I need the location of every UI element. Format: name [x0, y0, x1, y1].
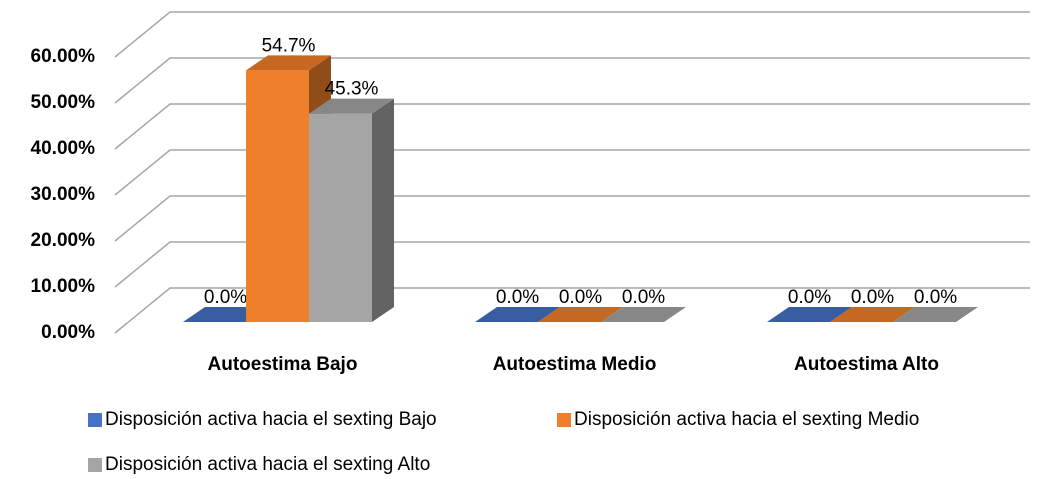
grid-line	[114, 103, 1030, 150]
bar	[309, 98, 394, 323]
value-label: 54.7%	[262, 35, 316, 56]
y-tick-label: 40.00%	[31, 138, 96, 159]
y-tick-label: 60.00%	[31, 46, 96, 67]
value-label: 0.0%	[559, 287, 602, 308]
bar-top	[309, 98, 394, 114]
bar-side	[372, 98, 394, 323]
bar-top	[246, 55, 331, 71]
legend-swatch	[557, 413, 571, 427]
y-tick-label: 10.00%	[31, 276, 96, 297]
bar	[830, 307, 915, 322]
grid-line	[114, 195, 1030, 242]
value-label: 0.0%	[851, 287, 894, 308]
bar	[475, 307, 560, 322]
legend-label: Disposición activa hacia el sexting Medi…	[574, 409, 919, 430]
value-label: 0.0%	[496, 287, 539, 308]
value-label: 0.0%	[788, 287, 831, 308]
value-label: 0.0%	[914, 287, 957, 308]
x-tick-label: Autoestima Alto	[794, 354, 939, 375]
bar-front	[246, 70, 309, 322]
legend-swatch	[88, 458, 102, 472]
bar-top	[830, 307, 915, 322]
bar	[893, 307, 978, 322]
y-tick-label: 50.00%	[31, 92, 96, 113]
y-tick-label: 30.00%	[31, 184, 96, 205]
bar-top	[475, 307, 560, 322]
value-label: 0.0%	[204, 287, 247, 308]
legend-swatch	[88, 413, 102, 427]
grid-line	[114, 241, 1030, 288]
bar-top	[538, 307, 623, 322]
y-tick-label: 20.00%	[31, 230, 96, 251]
bar	[767, 307, 852, 322]
grid-line	[114, 149, 1030, 196]
grid-line	[114, 287, 1030, 334]
legend-label: Disposición activa hacia el sexting Bajo	[105, 409, 437, 430]
y-tick-label: 0.00%	[41, 322, 95, 343]
value-label: 45.3%	[325, 79, 379, 100]
bar-front	[309, 113, 372, 323]
grid-line	[114, 11, 1030, 58]
bar	[601, 307, 686, 322]
bar	[538, 307, 623, 322]
grid-line	[114, 57, 1030, 104]
legend-label: Disposición activa hacia el sexting Alto	[105, 454, 430, 475]
bar-top	[893, 307, 978, 322]
bar-top	[767, 307, 852, 322]
x-tick-label: Autoestima Medio	[493, 354, 657, 375]
bar-top	[601, 307, 686, 322]
x-tick-label: Autoestima Bajo	[208, 354, 358, 375]
value-label: 0.0%	[622, 287, 665, 308]
